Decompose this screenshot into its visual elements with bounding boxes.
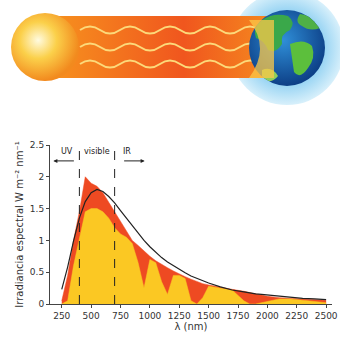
svg-text:2.5: 2.5 <box>30 140 44 150</box>
svg-text:750: 750 <box>112 311 129 321</box>
svg-text:1750: 1750 <box>227 311 250 321</box>
svg-text:UV: UV <box>61 147 73 156</box>
svg-text:Irradiancia espectral W m⁻² nm: Irradiancia espectral W m⁻² nm⁻¹ <box>14 141 25 307</box>
svg-text:2500: 2500 <box>315 311 338 321</box>
svg-text:500: 500 <box>83 311 100 321</box>
svg-text:λ (nm): λ (nm) <box>175 321 208 332</box>
svg-text:1250: 1250 <box>168 311 191 321</box>
svg-text:IR: IR <box>123 147 131 156</box>
svg-text:0.5: 0.5 <box>30 267 44 277</box>
svg-text:2: 2 <box>38 172 44 182</box>
svg-text:1.5: 1.5 <box>30 204 44 214</box>
svg-text:1000: 1000 <box>138 311 161 321</box>
svg-text:1: 1 <box>38 236 44 246</box>
svg-text:0: 0 <box>38 299 44 309</box>
svg-text:1500: 1500 <box>197 311 220 321</box>
svg-text:2000: 2000 <box>256 311 279 321</box>
svg-text:visible: visible <box>84 147 110 156</box>
svg-text:250: 250 <box>53 311 70 321</box>
svg-text:2250: 2250 <box>285 311 308 321</box>
